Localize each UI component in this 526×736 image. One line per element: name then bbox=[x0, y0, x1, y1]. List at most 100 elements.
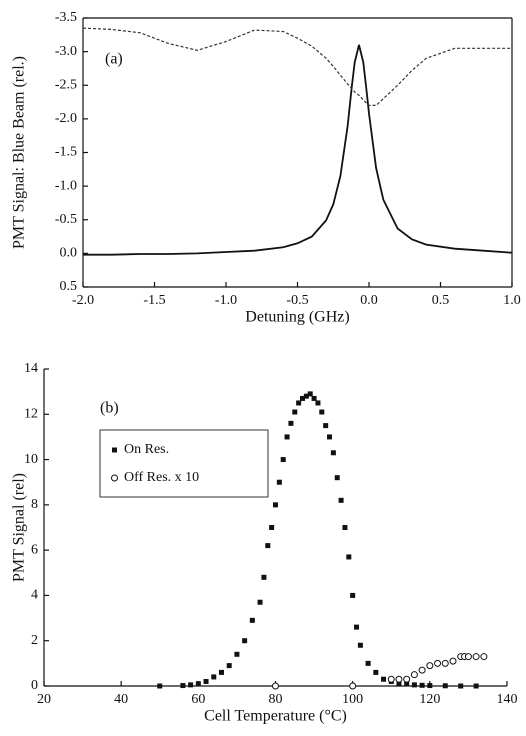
point bbox=[288, 420, 294, 426]
point bbox=[473, 683, 479, 689]
point bbox=[211, 674, 217, 680]
y-tick-label: -3.5 bbox=[55, 10, 77, 25]
x-axis-label: Cell Temperature (°C) bbox=[204, 708, 347, 725]
legend-marker bbox=[112, 447, 117, 453]
point bbox=[334, 475, 340, 481]
x-axis-label: Detuning (GHz) bbox=[245, 309, 349, 326]
point bbox=[387, 675, 395, 683]
y-tick-label: 0.5 bbox=[60, 279, 78, 294]
point bbox=[249, 617, 255, 623]
point bbox=[234, 651, 240, 657]
point bbox=[257, 599, 263, 605]
point bbox=[272, 682, 279, 690]
y-tick-label: -2.0 bbox=[55, 111, 77, 126]
point bbox=[296, 400, 302, 406]
point bbox=[284, 434, 290, 440]
y-tick-label: -2.5 bbox=[55, 77, 77, 92]
point bbox=[226, 663, 232, 669]
point bbox=[395, 675, 403, 683]
point bbox=[242, 638, 248, 644]
y-tick-label: 2 bbox=[31, 633, 38, 648]
point bbox=[350, 592, 356, 598]
point bbox=[311, 395, 317, 401]
y-tick-label: -1.0 bbox=[55, 178, 77, 193]
x-tick-label: 80 bbox=[269, 692, 283, 707]
point bbox=[449, 657, 457, 665]
point bbox=[157, 683, 163, 689]
point bbox=[357, 642, 363, 648]
x-tick-label: 60 bbox=[191, 692, 205, 707]
point bbox=[427, 683, 433, 689]
point bbox=[464, 653, 472, 661]
x-tick-label: -2.0 bbox=[72, 293, 94, 308]
legend-label: On Res. bbox=[124, 442, 169, 457]
x-tick-label: 40 bbox=[114, 692, 128, 707]
y-tick-label: -1.5 bbox=[55, 145, 77, 160]
point bbox=[396, 681, 402, 687]
point bbox=[373, 669, 379, 675]
point bbox=[381, 676, 387, 682]
point bbox=[276, 479, 282, 485]
x-tick-label: 140 bbox=[497, 692, 518, 707]
y-tick-label: 8 bbox=[31, 497, 38, 512]
point bbox=[292, 409, 298, 415]
point bbox=[315, 400, 321, 406]
point bbox=[349, 682, 357, 690]
point bbox=[195, 681, 201, 687]
point bbox=[338, 497, 344, 503]
y-tick-label: 4 bbox=[31, 588, 38, 603]
x-tick-label: -1.5 bbox=[143, 293, 165, 308]
x-tick-label: 100 bbox=[342, 692, 363, 707]
y-tick-label: -0.5 bbox=[55, 212, 77, 227]
line bbox=[82, 27, 512, 106]
point bbox=[280, 457, 286, 463]
point bbox=[323, 423, 329, 429]
legend-marker bbox=[111, 474, 118, 482]
point bbox=[265, 543, 271, 549]
point bbox=[180, 683, 186, 689]
annotation: (b) bbox=[100, 400, 119, 417]
point bbox=[354, 624, 360, 630]
point bbox=[403, 675, 411, 683]
point bbox=[346, 554, 352, 560]
point bbox=[472, 653, 480, 661]
point bbox=[441, 659, 449, 667]
legend-box bbox=[99, 429, 269, 498]
y-tick-label: 10 bbox=[24, 452, 38, 467]
y-tick-label: -3.0 bbox=[55, 44, 77, 59]
point bbox=[307, 391, 313, 397]
point bbox=[319, 409, 325, 415]
x-tick-label: 0.5 bbox=[432, 293, 450, 308]
point bbox=[188, 682, 194, 688]
line bbox=[83, 44, 513, 256]
legend-label: Off Res. x 10 bbox=[124, 470, 199, 485]
y-tick-label: 12 bbox=[24, 407, 38, 422]
point bbox=[442, 683, 448, 689]
point bbox=[404, 681, 410, 687]
point bbox=[342, 525, 348, 530]
y-tick-label: 0.0 bbox=[60, 246, 78, 261]
x-tick-label: 1.0 bbox=[503, 293, 521, 308]
point bbox=[300, 395, 306, 401]
point bbox=[458, 683, 464, 689]
point bbox=[480, 653, 488, 661]
y-tick-label: 14 bbox=[24, 361, 38, 376]
x-tick-label: 20 bbox=[37, 692, 51, 707]
point bbox=[418, 666, 426, 674]
x-tick-label: -1.0 bbox=[215, 293, 237, 308]
point bbox=[261, 574, 267, 580]
point bbox=[269, 525, 275, 530]
annotation: (a) bbox=[105, 51, 123, 68]
y-tick-label: 0 bbox=[31, 678, 38, 693]
point bbox=[327, 434, 333, 440]
point bbox=[330, 450, 336, 456]
point bbox=[365, 660, 371, 666]
point bbox=[426, 662, 434, 670]
x-tick-label: 120 bbox=[419, 692, 440, 707]
point bbox=[434, 659, 442, 667]
y-tick-label: 6 bbox=[31, 542, 38, 557]
y-axis-label: PMT Signal (rel) bbox=[11, 473, 28, 582]
y-axis-label: PMT Signal: Blue Beam (rel.) bbox=[11, 56, 28, 249]
point bbox=[411, 682, 417, 688]
